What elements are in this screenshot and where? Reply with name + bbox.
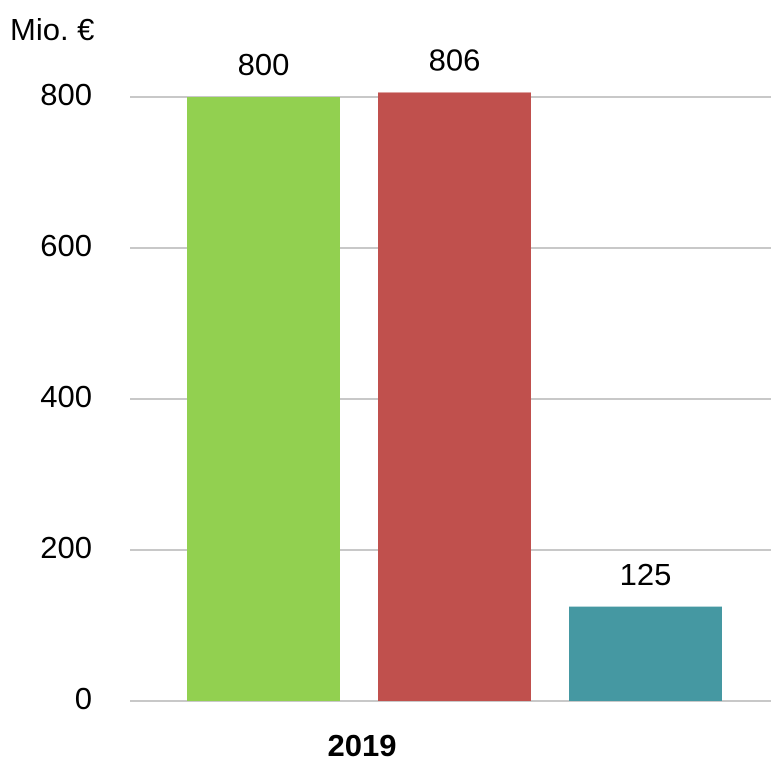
bar [187, 97, 340, 701]
y-tick-label: 200 [40, 530, 92, 565]
data-label: 125 [620, 557, 672, 592]
x-tick-label: 2019 [328, 728, 397, 763]
y-axis-label: Mio. € [10, 12, 94, 47]
data-label: 800 [238, 47, 290, 82]
y-tick-label: 600 [40, 228, 92, 263]
y-tick-label: 800 [40, 77, 92, 112]
bar [569, 606, 722, 701]
y-tick-label: 400 [40, 379, 92, 414]
data-label: 806 [429, 43, 481, 78]
y-tick-label: 0 [75, 681, 92, 716]
bar [378, 92, 531, 702]
